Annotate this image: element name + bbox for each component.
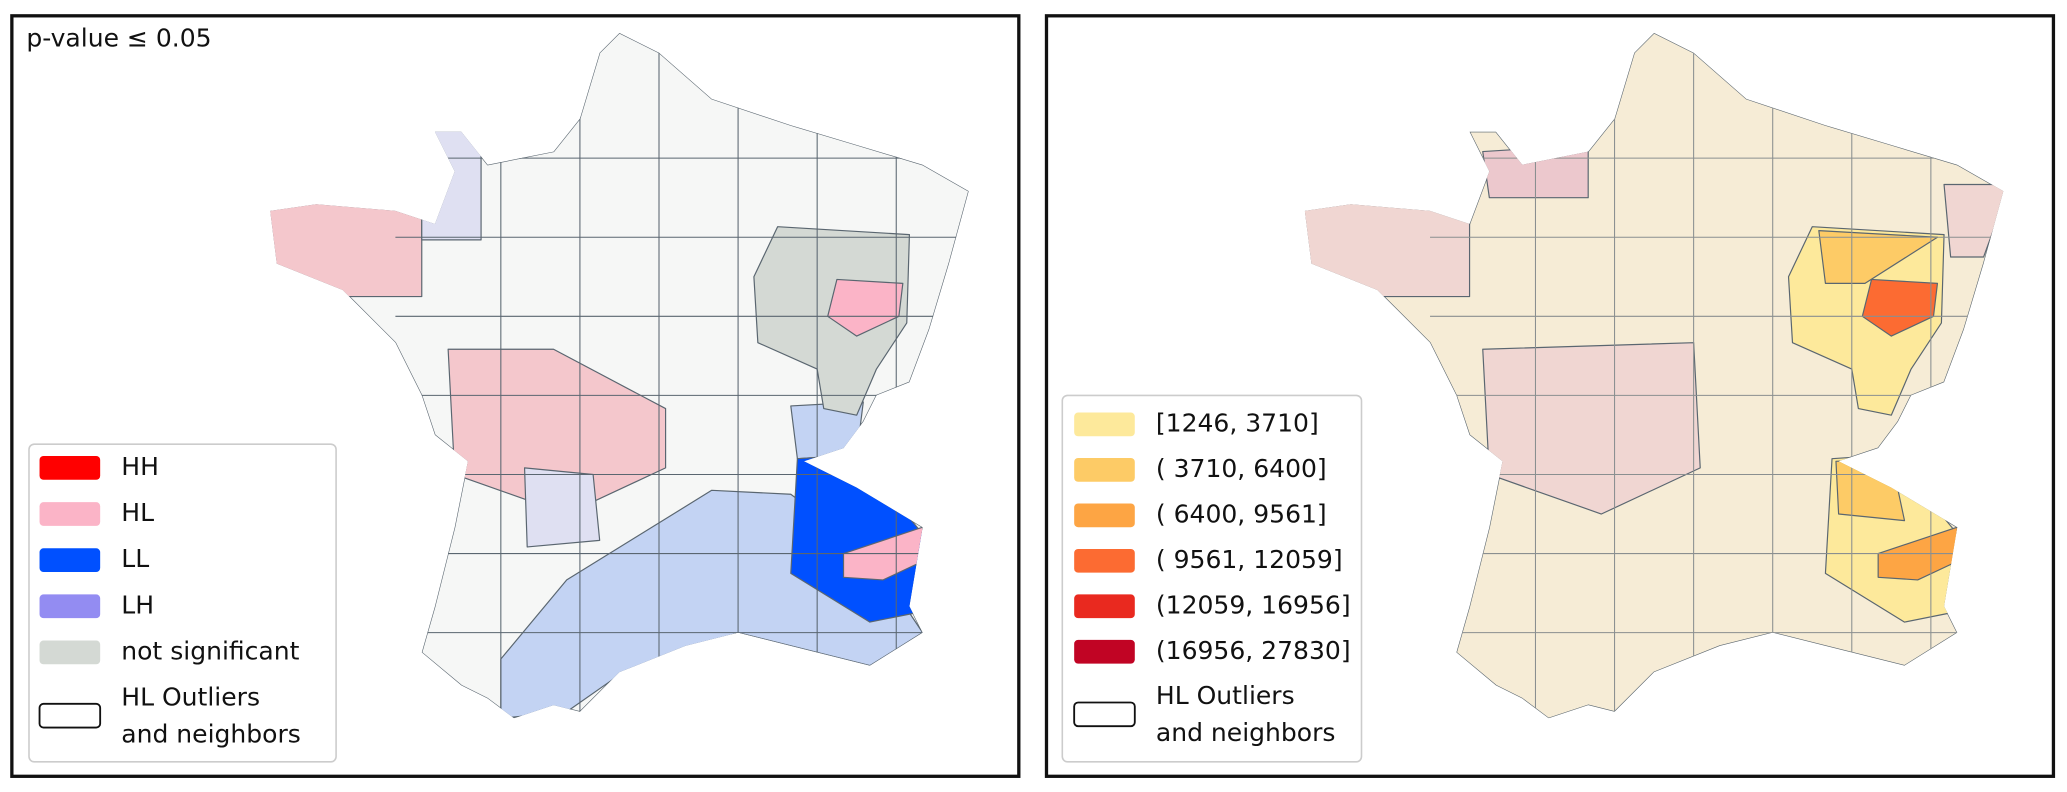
right-panel: [1246, 3710] ( 3710, 6400] ( 6400, 9561] ( … (1044, 14, 2056, 778)
legend-swatch (39, 640, 101, 665)
legend-label: HH (121, 452, 159, 481)
map (270, 32, 969, 719)
legend-label: and neighbors (1156, 718, 1336, 747)
legend-swatch (1074, 548, 1135, 573)
legend-label: HL (121, 498, 154, 527)
legend-label: (16956, 27830] (1156, 636, 1351, 665)
legend-swatch (1074, 503, 1135, 528)
legend-label: HL Outliers (1156, 681, 1295, 710)
legend-label: ( 6400, 9561] (1156, 499, 1327, 528)
legend-swatch (1074, 639, 1135, 664)
legend-swatch (1073, 701, 1136, 728)
legend-label: [1246, 3710] (1156, 408, 1319, 437)
legend-label: LH (121, 590, 154, 619)
legend-label: and neighbors (121, 719, 301, 748)
legend-label: not significant (121, 636, 299, 665)
map (1304, 32, 2004, 719)
legend-label: ( 9561, 12059] (1156, 545, 1343, 574)
legend-swatch (39, 594, 101, 619)
legend-swatch (39, 502, 101, 526)
legend-swatch (39, 456, 101, 480)
legend-items: [1246, 3710] ( 3710, 6400] ( 6400, 9561] ( … (1073, 408, 1351, 747)
legend-swatch (1074, 458, 1135, 482)
legend-label: LL (121, 544, 149, 573)
legend-swatch (1074, 412, 1135, 437)
legend-label: (12059, 16956] (1156, 590, 1351, 619)
legend (28, 443, 337, 763)
legend (1061, 394, 1363, 763)
legend-swatch (1074, 594, 1135, 619)
legend-label: HL Outliers (121, 683, 260, 712)
annotation: p-value ≤ 0.05 (26, 24, 211, 53)
legend-items: HH HL LL LH not significant HL Outliers and ne… (38, 452, 301, 748)
legend-swatch (39, 548, 101, 573)
legend-label: ( 3710, 6400] (1156, 454, 1327, 483)
left-panel: p-value ≤ 0.05 HH HL LL LH not significant HL… (10, 14, 1021, 778)
legend-swatch (38, 702, 102, 729)
